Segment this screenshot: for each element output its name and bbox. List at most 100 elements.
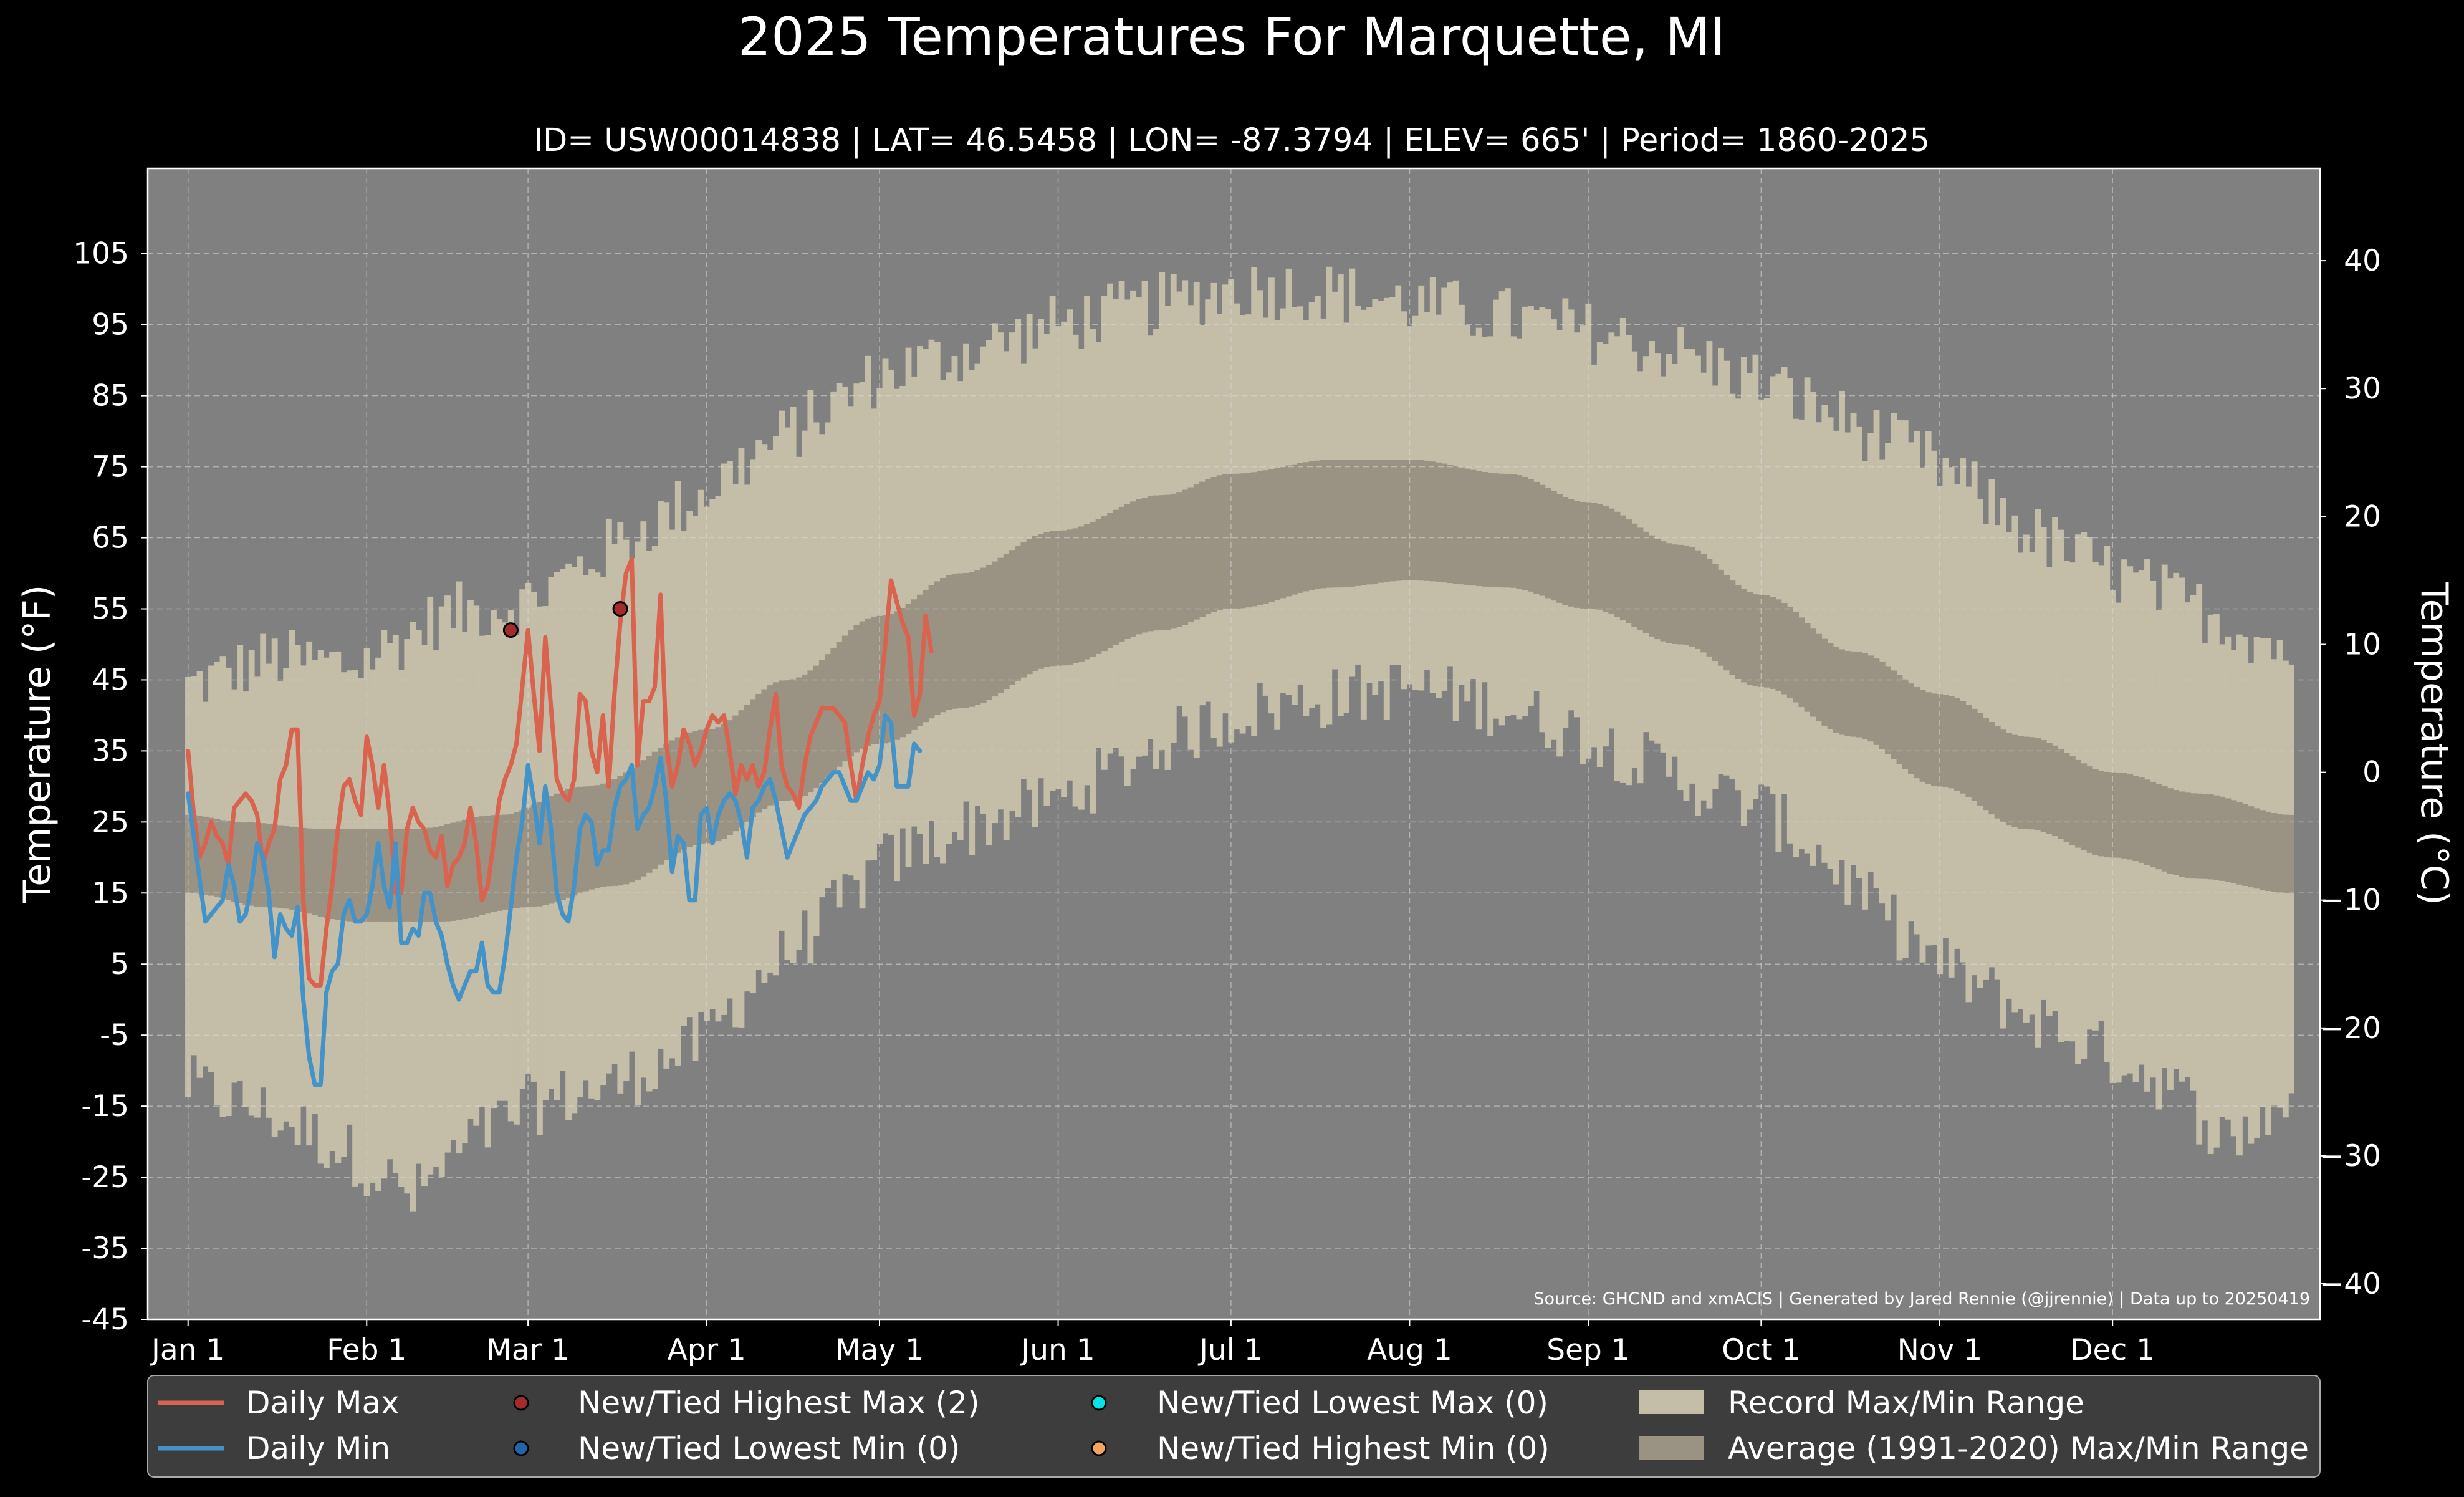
y-tick-label: 95 bbox=[92, 308, 129, 342]
average-range-bar bbox=[1412, 460, 1419, 581]
average-range-bar bbox=[1539, 484, 1546, 596]
average-range-bar bbox=[1833, 647, 1839, 733]
average-range-bar bbox=[1510, 474, 1517, 588]
average-range-bar bbox=[715, 727, 722, 842]
average-range-bar bbox=[1672, 544, 1678, 644]
average-range-bar bbox=[923, 590, 929, 723]
average-range-bar bbox=[410, 829, 416, 922]
average-range-bar bbox=[2046, 743, 2053, 834]
average-range-bar bbox=[1228, 473, 1235, 609]
average-range-bar bbox=[1862, 653, 1868, 739]
average-range-bar bbox=[312, 829, 319, 915]
average-range-bar bbox=[1199, 481, 1206, 617]
average-range-bar bbox=[767, 685, 774, 806]
average-range-bar bbox=[1378, 460, 1384, 583]
average-range-bar bbox=[1210, 476, 1217, 612]
average-range-bar bbox=[1752, 594, 1759, 686]
record-high-max-marker bbox=[612, 600, 628, 617]
average-range-bar bbox=[1239, 473, 1246, 609]
average-range-bar bbox=[1326, 460, 1333, 588]
average-range-bar bbox=[2069, 756, 2076, 845]
average-range-bar bbox=[1436, 462, 1442, 582]
average-range-bar bbox=[415, 829, 422, 922]
average-range-bar bbox=[1366, 460, 1373, 585]
legend-label: New/Tied Lowest Max (0) bbox=[1157, 1385, 1548, 1421]
average-range-bar bbox=[1493, 473, 1500, 587]
average-range-bar bbox=[2075, 759, 2081, 848]
average-range-bar bbox=[980, 567, 987, 703]
y-axis-label-fahrenheit: Temperature (°F) bbox=[16, 585, 59, 903]
record-range-bar bbox=[2248, 663, 2255, 1144]
average-range-bar bbox=[479, 816, 486, 915]
average-range-bar bbox=[2006, 733, 2013, 826]
average-range-bar bbox=[496, 814, 503, 911]
average-range-bar bbox=[1464, 468, 1471, 585]
average-range-bar bbox=[1712, 564, 1719, 662]
average-range-bar bbox=[1873, 658, 1880, 745]
y2-tick-label: −10 bbox=[2319, 883, 2381, 918]
average-range-bar bbox=[352, 829, 359, 922]
average-range-bar bbox=[2248, 806, 2255, 888]
average-range-bar bbox=[1735, 585, 1742, 679]
record-range-bar bbox=[1925, 431, 1932, 946]
record-range-bar bbox=[2207, 614, 2214, 1154]
average-range-bar bbox=[1314, 460, 1321, 589]
average-range-bar bbox=[1043, 532, 1050, 667]
y-tick-label: -5 bbox=[100, 1018, 129, 1052]
average-range-bar bbox=[231, 822, 237, 902]
average-range-bar bbox=[1919, 690, 1926, 782]
average-range-bar bbox=[277, 825, 284, 908]
average-range-bar bbox=[2063, 753, 2070, 842]
average-range-bar bbox=[692, 731, 699, 845]
record-range-bar bbox=[1804, 377, 1811, 854]
average-range-bar bbox=[1717, 569, 1724, 666]
average-range-bar bbox=[1550, 491, 1557, 601]
average-range-bar bbox=[2202, 794, 2208, 879]
average-range-bar bbox=[1303, 462, 1310, 592]
average-range-bar bbox=[1603, 506, 1609, 612]
average-range-bar bbox=[1573, 501, 1580, 608]
average-range-bar bbox=[237, 822, 244, 903]
average-range-bar bbox=[628, 768, 635, 883]
average-range-bar bbox=[467, 818, 474, 918]
average-range-bar bbox=[755, 694, 762, 813]
y-tick-label: 35 bbox=[92, 734, 129, 768]
average-range-bar bbox=[571, 787, 578, 896]
average-range-bar bbox=[1786, 607, 1793, 698]
average-range-bar bbox=[2196, 793, 2203, 879]
average-range-bar bbox=[1136, 499, 1143, 635]
average-range-bar bbox=[1320, 460, 1327, 589]
legend-label: Daily Max bbox=[246, 1385, 400, 1421]
average-range-bar bbox=[2242, 804, 2249, 886]
average-range-bar bbox=[1170, 493, 1177, 629]
average-range-bar bbox=[917, 594, 923, 726]
average-range-bar bbox=[1331, 460, 1338, 588]
average-range-bar bbox=[623, 772, 630, 885]
average-range-bar bbox=[1545, 488, 1551, 599]
average-range-bar bbox=[1101, 516, 1108, 652]
y-tick-label: 55 bbox=[92, 592, 129, 626]
average-range-bar bbox=[2098, 771, 2104, 857]
average-range-bar bbox=[1187, 487, 1194, 623]
average-range-bar bbox=[242, 822, 249, 905]
average-range-bar bbox=[530, 805, 537, 907]
average-range-bar bbox=[1182, 489, 1189, 625]
average-range-bar bbox=[1257, 471, 1263, 605]
average-range-bar bbox=[1222, 474, 1229, 610]
y-tick-label: 5 bbox=[110, 947, 129, 981]
y-tick-label: 85 bbox=[92, 379, 129, 413]
average-range-bar bbox=[1234, 473, 1240, 609]
average-range-bar bbox=[2058, 749, 2064, 839]
average-range-bar bbox=[825, 654, 832, 778]
y-tick-label: 25 bbox=[92, 805, 129, 839]
average-range-bar bbox=[1908, 683, 1914, 774]
average-range-bar bbox=[1608, 508, 1615, 614]
average-range-bar bbox=[802, 674, 808, 796]
x-tick-label: May 1 bbox=[835, 1333, 924, 1367]
average-range-bar bbox=[1637, 527, 1644, 630]
average-range-bar bbox=[1580, 501, 1586, 609]
average-range-bar bbox=[963, 572, 969, 708]
average-range-bar bbox=[2092, 769, 2099, 855]
average-range-bar bbox=[1821, 638, 1828, 726]
